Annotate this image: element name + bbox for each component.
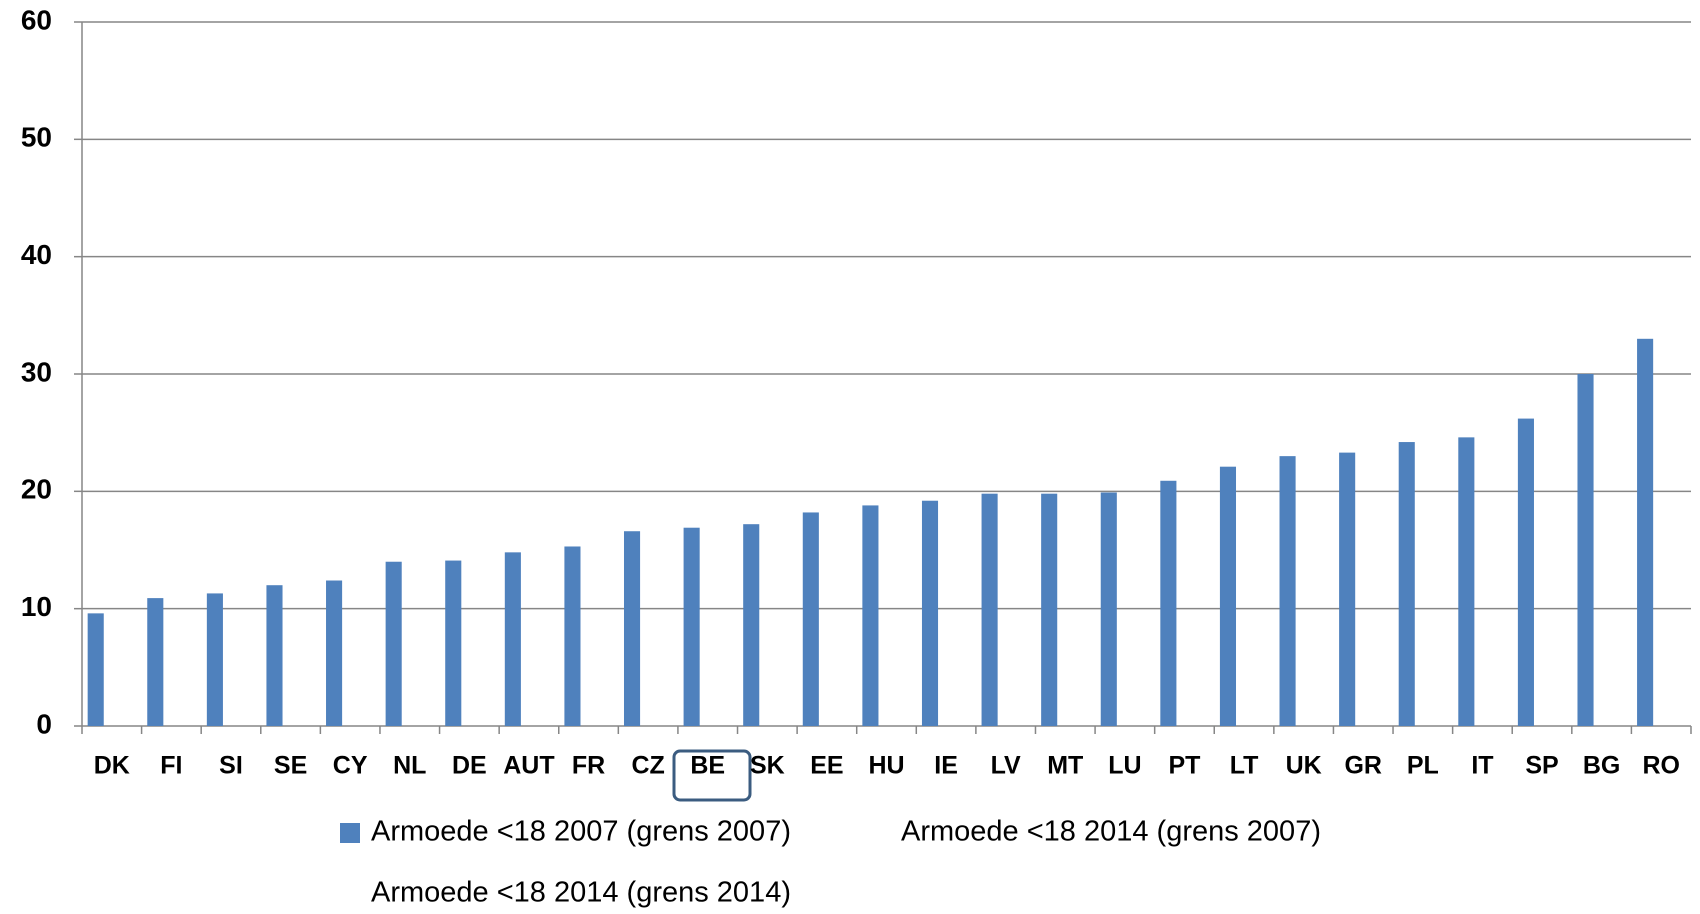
- x-tick-label: LV: [991, 752, 1021, 780]
- x-tick-label: IT: [1471, 752, 1493, 780]
- x-tick-label: PL: [1407, 752, 1439, 780]
- y-tick-label: 0: [36, 708, 52, 739]
- x-tick-label: SK: [750, 752, 785, 780]
- y-tick-label: 30: [21, 356, 52, 387]
- bar: [147, 598, 164, 726]
- x-tick-label: SP: [1525, 752, 1558, 780]
- x-tick-label: HU: [868, 752, 904, 780]
- bar: [1577, 374, 1594, 726]
- x-tick-label: RO: [1642, 752, 1680, 780]
- bar: [87, 613, 104, 726]
- x-tick-label: LT: [1230, 752, 1259, 780]
- y-tick-label: 50: [21, 122, 52, 153]
- bar: [1100, 492, 1117, 726]
- x-tick-label: GR: [1344, 752, 1382, 780]
- x-tick-label: FR: [572, 752, 605, 780]
- x-tick-label: DK: [94, 752, 130, 780]
- x-tick-label: CY: [333, 752, 368, 780]
- bar: [921, 500, 939, 726]
- bar: [445, 560, 462, 726]
- bar: [206, 593, 223, 726]
- bar: [1339, 452, 1356, 726]
- bar: [1279, 456, 1296, 726]
- x-tick-label: LU: [1108, 752, 1141, 780]
- bar: [1398, 442, 1415, 726]
- x-tick-label: NL: [393, 752, 426, 780]
- x-tick-label: BG: [1583, 752, 1621, 780]
- bar: [1219, 466, 1237, 726]
- highlight-box: [672, 749, 752, 802]
- y-tick-label: 40: [21, 239, 52, 270]
- legend-label: Armoede <18 2014 (grens 2014): [371, 877, 791, 909]
- x-tick-label: IE: [934, 752, 958, 780]
- bar: [802, 512, 819, 726]
- x-tick-label: DE: [452, 752, 487, 780]
- x-tick-label: FI: [160, 752, 182, 780]
- legend-swatch: [340, 823, 360, 843]
- bar: [326, 580, 343, 726]
- bar: [266, 585, 283, 726]
- x-tick-label: BE: [690, 752, 725, 780]
- x-tick-label: CZ: [631, 752, 664, 780]
- x-tick-label: AUT: [503, 752, 554, 780]
- x-tick-label: UK: [1286, 752, 1322, 780]
- bar: [1160, 480, 1177, 726]
- legend-label: Armoede <18 2014 (grens 2007): [901, 816, 1321, 848]
- bar: [1637, 338, 1654, 726]
- bar: [743, 524, 760, 726]
- bar: [1458, 437, 1475, 726]
- y-tick-label: 10: [21, 591, 52, 622]
- x-tick-label: SI: [219, 752, 243, 780]
- bar: [1517, 418, 1534, 726]
- bar: [564, 546, 581, 726]
- bar: [1041, 493, 1058, 726]
- y-tick-label: 20: [21, 474, 52, 505]
- bar: [504, 552, 521, 726]
- bar: [385, 561, 402, 726]
- x-tick-label: SE: [274, 752, 307, 780]
- x-tick-label: PT: [1168, 752, 1200, 780]
- bar: [683, 527, 700, 726]
- bar: [623, 531, 641, 726]
- x-tick-label: EE: [810, 752, 843, 780]
- y-tick-label: 60: [21, 4, 52, 35]
- bar: [862, 505, 879, 726]
- x-tick-label: MT: [1047, 752, 1083, 780]
- legend-label: Armoede <18 2007 (grens 2007): [371, 816, 791, 848]
- bar: [981, 493, 998, 726]
